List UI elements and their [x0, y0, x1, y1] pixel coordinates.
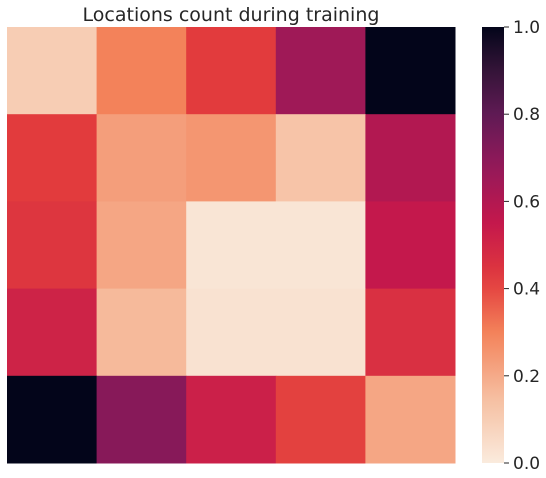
heatmap-cell-r1-c2 [186, 114, 277, 202]
heatmap-cell-r2-c1 [96, 201, 187, 290]
heatmap-cell-r0-c2 [186, 27, 277, 115]
heatmap-cell-r2-c2 [186, 201, 277, 290]
colorbar-tick-label: 1.0 [513, 18, 540, 38]
heatmap-cell-r4-c0 [7, 375, 98, 464]
heatmap-cell-r3-c0 [7, 288, 98, 377]
heatmap-cell-r0-c1 [96, 27, 187, 115]
chart-title: Locations count during training [83, 4, 380, 26]
heatmap-cell-r4-c1 [96, 375, 187, 464]
colorbar-tick-label: 0.6 [513, 192, 540, 212]
heatmap-cell-r1-c1 [96, 114, 187, 202]
heatmap-cell-r0-c0 [7, 27, 98, 115]
heatmap-cell-r4-c4 [365, 375, 456, 464]
heatmap-cell-r1-c0 [7, 114, 98, 202]
colorbar-tick-label: 0.0 [513, 454, 540, 474]
heatmap-cell-r1-c4 [365, 114, 456, 202]
heatmap-cells [7, 27, 456, 464]
colorbar-tick-label: 0.4 [513, 280, 540, 300]
heatmap-cell-r2-c4 [365, 201, 456, 290]
heatmap-cell-r4-c3 [275, 375, 366, 464]
colorbar-tick-label: 0.8 [513, 105, 540, 125]
colorbar: 0.0 0.2 0.4 0.6 0.8 1.0 [482, 18, 540, 474]
colorbar-gradient [482, 27, 504, 463]
heatmap-cell-r2-c0 [7, 201, 98, 290]
heatmap-cell-r4-c2 [186, 375, 277, 464]
heatmap-cell-r1-c3 [275, 114, 366, 202]
heatmap-cell-r0-c3 [275, 27, 366, 115]
heatmap-cell-r3-c4 [365, 288, 456, 377]
colorbar-tick-label: 0.2 [513, 367, 540, 387]
heatmap-cell-r3-c1 [96, 288, 187, 377]
heatmap-cell-r3-c2 [186, 288, 277, 377]
heatmap-cell-r0-c4 [365, 27, 456, 115]
heatmap-cell-r3-c3 [275, 288, 366, 377]
heatmap-cell-r2-c3 [275, 201, 366, 290]
